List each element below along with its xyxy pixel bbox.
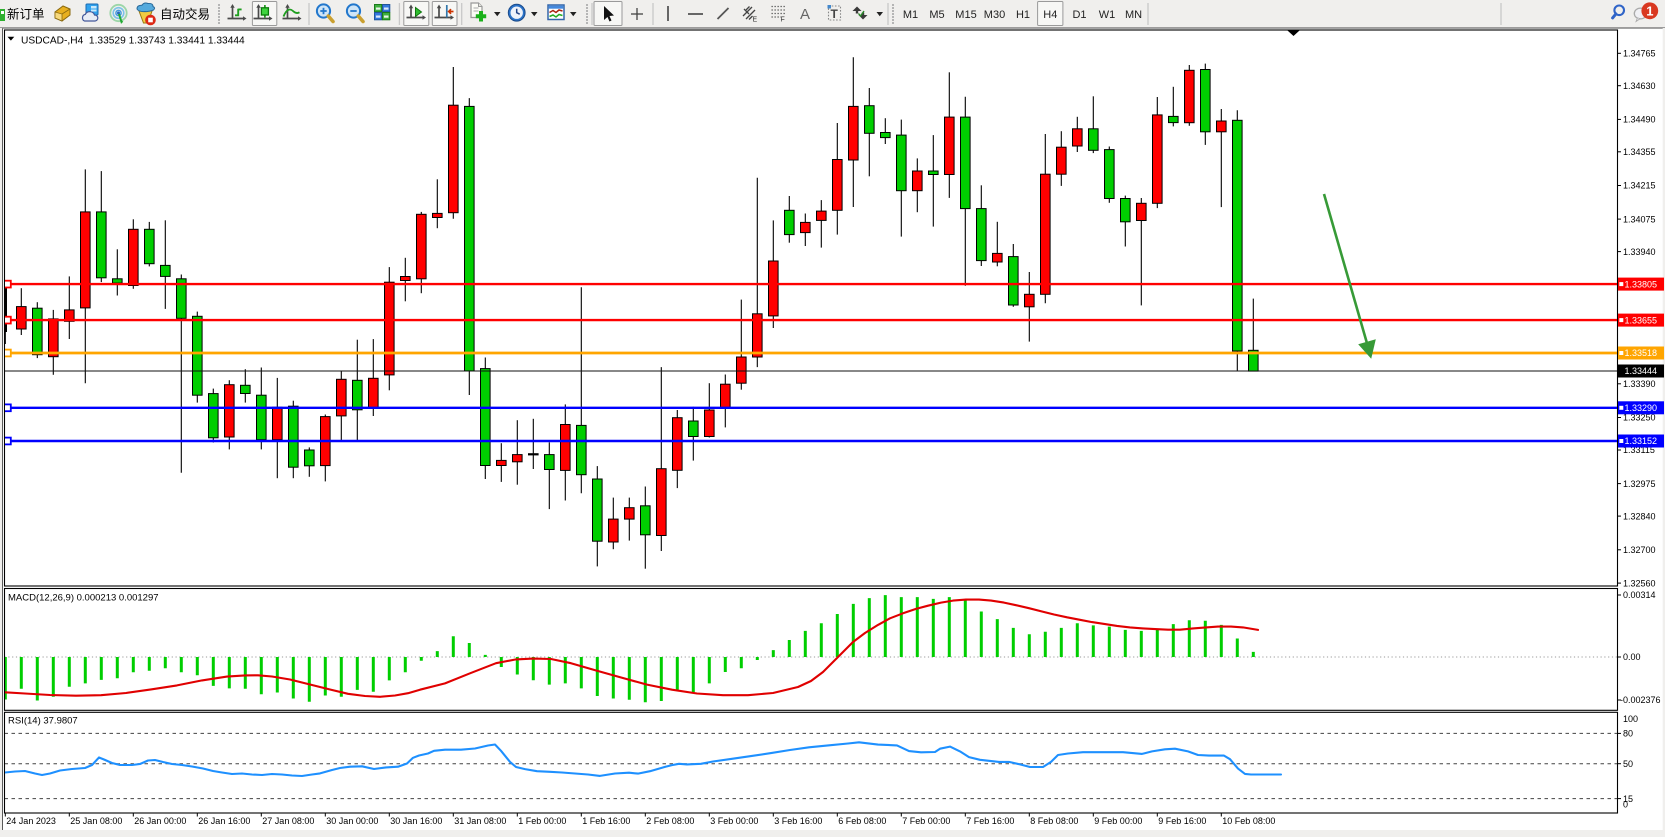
svg-text:10 Feb 08:00: 10 Feb 08:00 — [1222, 816, 1275, 826]
svg-text:8 Feb 08:00: 8 Feb 08:00 — [1030, 816, 1078, 826]
svg-text:1.32700: 1.32700 — [1623, 545, 1656, 555]
svg-text:1.33390: 1.33390 — [1623, 379, 1656, 389]
svg-text:2 Feb 08:00: 2 Feb 08:00 — [646, 816, 694, 826]
svg-text:F: F — [781, 17, 785, 24]
svg-text:9 Feb 16:00: 9 Feb 16:00 — [1158, 816, 1206, 826]
svg-text:W1: W1 — [1099, 9, 1116, 21]
svg-text:0.00: 0.00 — [1623, 652, 1641, 662]
svg-text:1.34490: 1.34490 — [1623, 115, 1656, 125]
svg-text:7 Feb 00:00: 7 Feb 00:00 — [902, 816, 950, 826]
svg-text:1.33290: 1.33290 — [1625, 403, 1658, 413]
svg-text:15: 15 — [1623, 794, 1633, 804]
svg-text:1.34075: 1.34075 — [1623, 214, 1656, 224]
svg-text:1 Feb 16:00: 1 Feb 16:00 — [582, 816, 630, 826]
svg-text:50: 50 — [1623, 759, 1633, 769]
svg-text:1.33152: 1.33152 — [1625, 436, 1658, 446]
svg-text:1.33655: 1.33655 — [1625, 315, 1658, 325]
svg-text:H1: H1 — [1016, 9, 1030, 21]
svg-text:E: E — [753, 17, 758, 24]
svg-text:100: 100 — [1623, 714, 1638, 724]
svg-text:9 Feb 00:00: 9 Feb 00:00 — [1094, 816, 1142, 826]
svg-text:RSI(14) 37.9807: RSI(14) 37.9807 — [8, 716, 78, 727]
svg-text:1 Feb 00:00: 1 Feb 00:00 — [518, 816, 566, 826]
svg-text:M5: M5 — [929, 9, 944, 21]
svg-text:26 Jan 16:00: 26 Jan 16:00 — [198, 816, 250, 826]
svg-text:25 Jan 08:00: 25 Jan 08:00 — [70, 816, 122, 826]
svg-text:1.34765: 1.34765 — [1623, 49, 1656, 59]
svg-text:1.34215: 1.34215 — [1623, 181, 1656, 191]
svg-text:1.33940: 1.33940 — [1623, 247, 1656, 257]
svg-text:31 Jan 08:00: 31 Jan 08:00 — [454, 816, 506, 826]
svg-text:7 Feb 16:00: 7 Feb 16:00 — [966, 816, 1014, 826]
svg-text:M1: M1 — [903, 9, 918, 21]
svg-text:新订单: 新订单 — [7, 7, 45, 22]
svg-text:30 Jan 16:00: 30 Jan 16:00 — [390, 816, 442, 826]
svg-text:0.00314: 0.00314 — [1623, 590, 1656, 600]
svg-text:1.33444: 1.33444 — [1625, 366, 1658, 376]
svg-text:80: 80 — [1623, 729, 1633, 739]
svg-text:MN: MN — [1125, 9, 1142, 21]
svg-text:6 Feb 08:00: 6 Feb 08:00 — [838, 816, 886, 826]
svg-text:M30: M30 — [984, 9, 1005, 21]
svg-text:24 Jan 2023: 24 Jan 2023 — [6, 816, 56, 826]
svg-text:1.34355: 1.34355 — [1623, 147, 1656, 157]
svg-text:3 Feb 00:00: 3 Feb 00:00 — [710, 816, 758, 826]
svg-text:1.33805: 1.33805 — [1625, 279, 1658, 289]
svg-text:1.32560: 1.32560 — [1623, 578, 1656, 588]
svg-text:1: 1 — [1646, 3, 1653, 18]
svg-text:1.32975: 1.32975 — [1623, 479, 1656, 489]
svg-text:MACD(12,26,9) 0.000213 0.00129: MACD(12,26,9) 0.000213 0.001297 — [8, 593, 159, 604]
svg-text:1.33250: 1.33250 — [1623, 413, 1656, 423]
svg-text:M15: M15 — [955, 9, 976, 21]
svg-text:1.32840: 1.32840 — [1623, 511, 1656, 521]
svg-text:0: 0 — [1623, 799, 1628, 809]
svg-text:A: A — [800, 6, 810, 23]
svg-text:1.33518: 1.33518 — [1625, 348, 1658, 358]
svg-text:USDCAD-,H4 1.33529 1.33743 1.: USDCAD-,H4 1.33529 1.33743 1.33441 1.334… — [21, 36, 245, 47]
svg-text:1.34630: 1.34630 — [1623, 81, 1656, 91]
svg-text:26 Jan 00:00: 26 Jan 00:00 — [134, 816, 186, 826]
svg-text:27 Jan 08:00: 27 Jan 08:00 — [262, 816, 314, 826]
svg-text:H4: H4 — [1043, 9, 1057, 21]
svg-text:D1: D1 — [1072, 9, 1086, 21]
svg-text:30 Jan 00:00: 30 Jan 00:00 — [326, 816, 378, 826]
svg-text:T: T — [831, 7, 839, 21]
svg-text:3 Feb 16:00: 3 Feb 16:00 — [774, 816, 822, 826]
svg-text:1.33115: 1.33115 — [1623, 445, 1655, 455]
svg-text:-0.002376: -0.002376 — [1620, 695, 1661, 705]
svg-text:自动交易: 自动交易 — [160, 7, 210, 22]
